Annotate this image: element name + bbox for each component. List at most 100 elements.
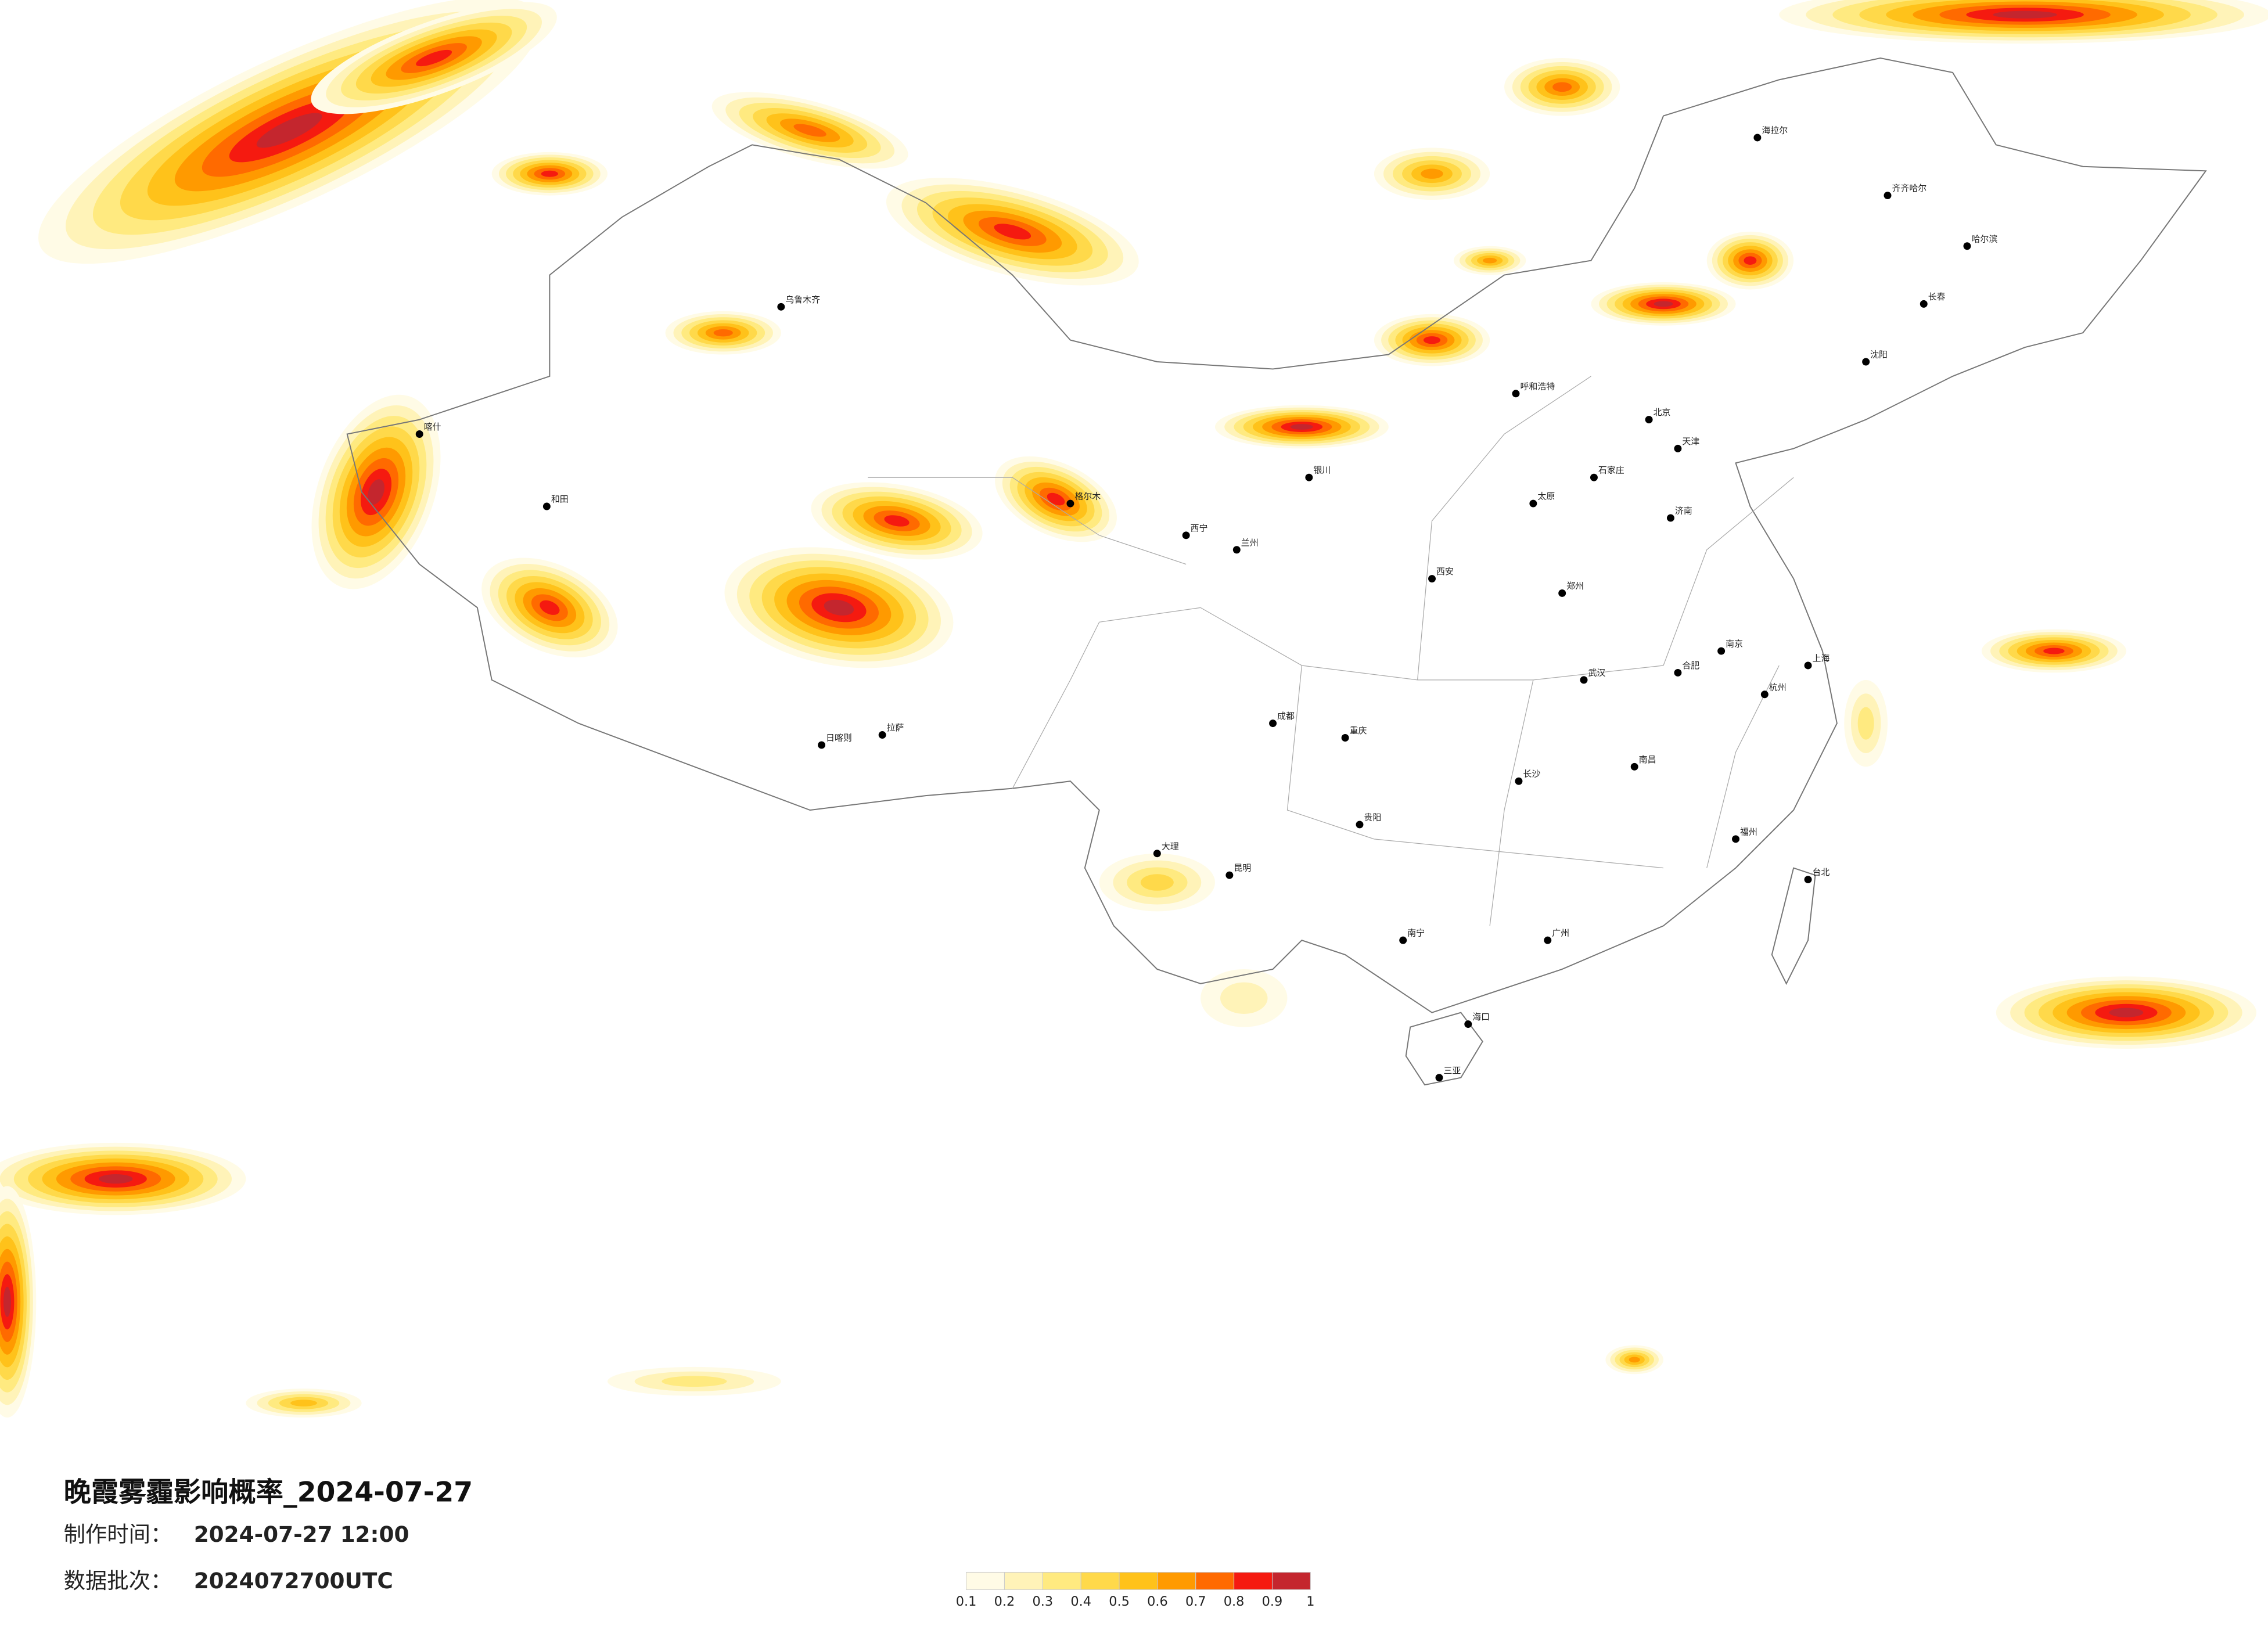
heat-blob bbox=[1220, 982, 1268, 1014]
city-label: 石家庄 bbox=[1598, 465, 1624, 476]
heat-blob bbox=[416, 49, 452, 67]
heat-blob bbox=[2109, 1008, 2144, 1017]
legend-swatch bbox=[1234, 1571, 1273, 1590]
city-label: 海拉尔 bbox=[1762, 125, 1788, 135]
city-label: 兰州 bbox=[1241, 537, 1259, 548]
city-label: 南宁 bbox=[1407, 928, 1425, 938]
city-dot bbox=[1630, 762, 1638, 771]
legend-swatch bbox=[1271, 1571, 1311, 1590]
city-dot bbox=[1544, 936, 1552, 944]
city-dot bbox=[1153, 850, 1161, 858]
city-dot bbox=[1341, 734, 1349, 742]
heat-blob bbox=[1744, 256, 1757, 265]
city-dot bbox=[1674, 444, 1682, 452]
city-dot bbox=[415, 430, 423, 438]
legend-tick-label: 0.7 bbox=[1185, 1594, 1206, 1609]
heat-blob bbox=[713, 329, 733, 337]
city-label: 和田 bbox=[551, 494, 569, 505]
city-label: 北京 bbox=[1654, 407, 1671, 418]
map-title: 晚霞雾霾影响概率_2024-07-27 bbox=[64, 1476, 473, 1508]
heat-blob bbox=[1629, 1357, 1640, 1363]
city-dot bbox=[1512, 390, 1520, 398]
city-label: 大理 bbox=[1162, 841, 1179, 851]
city-dot bbox=[777, 303, 785, 311]
legend-swatch bbox=[1119, 1571, 1158, 1590]
legend-tick-label: 0.9 bbox=[1262, 1594, 1283, 1609]
city-dot bbox=[1305, 473, 1313, 481]
city-label: 杭州 bbox=[1769, 682, 1787, 692]
city-dot bbox=[1269, 720, 1277, 728]
city-label: 南京 bbox=[1726, 639, 1743, 649]
legend-tick-label: 0.2 bbox=[994, 1594, 1015, 1609]
legend-tick-label: 1 bbox=[1306, 1594, 1314, 1609]
city-dot bbox=[1717, 647, 1726, 655]
city-label: 天津 bbox=[1682, 436, 1699, 447]
city-dot bbox=[1862, 358, 1870, 366]
city-label: 西宁 bbox=[1191, 523, 1208, 533]
city-label: 太原 bbox=[1537, 491, 1555, 502]
city-dot bbox=[1963, 242, 1971, 250]
city-dot bbox=[1356, 821, 1364, 829]
city-label: 齐齐哈尔 bbox=[1892, 183, 1926, 193]
city-label: 长沙 bbox=[1523, 769, 1540, 779]
city-dot bbox=[1580, 676, 1588, 684]
city-label: 成都 bbox=[1277, 711, 1295, 721]
city-label: 日喀则 bbox=[826, 732, 852, 743]
city-label: 喀什 bbox=[424, 422, 441, 432]
legend-swatch bbox=[1080, 1571, 1120, 1590]
city-dot bbox=[1884, 192, 1892, 200]
batch-label: 数据批次： bbox=[64, 1568, 172, 1593]
made-label: 制作时间： bbox=[64, 1521, 172, 1547]
city-dot bbox=[542, 502, 551, 510]
city-label: 广州 bbox=[1552, 928, 1569, 938]
taiwan bbox=[1771, 867, 1816, 985]
city-dot bbox=[1225, 871, 1234, 879]
city-dot bbox=[1666, 514, 1674, 522]
heat-blob bbox=[290, 1400, 317, 1406]
legend-swatch bbox=[1157, 1571, 1196, 1590]
city-label: 合肥 bbox=[1682, 660, 1699, 671]
heat-layer bbox=[0, 0, 2268, 1418]
legend-swatch bbox=[966, 1571, 1005, 1590]
city-label: 拉萨 bbox=[887, 722, 904, 733]
city-label: 海口 bbox=[1472, 1012, 1490, 1022]
legend-tick-label: 0.4 bbox=[1070, 1594, 1091, 1609]
heat-blob bbox=[1290, 424, 1313, 430]
heat-blob bbox=[1421, 168, 1443, 179]
city-label: 西安 bbox=[1436, 566, 1454, 577]
city-dot bbox=[1232, 546, 1241, 554]
city-dot bbox=[1529, 499, 1537, 508]
city-label: 重庆 bbox=[1350, 725, 1367, 736]
heat-blob bbox=[256, 113, 322, 148]
city-label: 台北 bbox=[1813, 867, 1830, 877]
legend-swatch bbox=[1042, 1571, 1081, 1590]
city-label: 武汉 bbox=[1588, 667, 1605, 678]
city-dot bbox=[1435, 1074, 1443, 1082]
heat-blob bbox=[994, 224, 1031, 240]
city-label: 郑州 bbox=[1566, 581, 1584, 591]
legend-tick-label: 0.1 bbox=[956, 1594, 977, 1609]
city-dot bbox=[1464, 1020, 1472, 1028]
city-dot bbox=[1645, 416, 1653, 424]
legend-swatch bbox=[1195, 1571, 1235, 1590]
city-label: 济南 bbox=[1675, 505, 1692, 516]
heat-blob bbox=[1483, 257, 1497, 264]
heat-blob bbox=[98, 1174, 133, 1184]
legend: 0.1 0.2 0.3 0.4 0.5 0.6 0.7 0.8 0.9 1 bbox=[956, 1571, 1314, 1609]
city-dot bbox=[1428, 575, 1436, 583]
heat-blob bbox=[1423, 336, 1441, 344]
city-label: 银川 bbox=[1313, 465, 1331, 476]
city-label: 贵阳 bbox=[1364, 812, 1381, 822]
city-dot bbox=[1674, 668, 1682, 677]
heat-blob bbox=[3, 1286, 11, 1317]
city-dot bbox=[1760, 690, 1769, 699]
city-dot bbox=[1399, 936, 1407, 944]
city-label: 格尔木 bbox=[1074, 491, 1101, 502]
city-dot bbox=[818, 741, 826, 749]
heat-blob bbox=[1140, 874, 1174, 891]
legend-tick-label: 0.5 bbox=[1109, 1594, 1130, 1609]
heat-blob bbox=[1993, 10, 2057, 19]
city-dot bbox=[1182, 531, 1190, 539]
city-dot bbox=[1804, 661, 1812, 670]
city-dot bbox=[1590, 473, 1598, 481]
